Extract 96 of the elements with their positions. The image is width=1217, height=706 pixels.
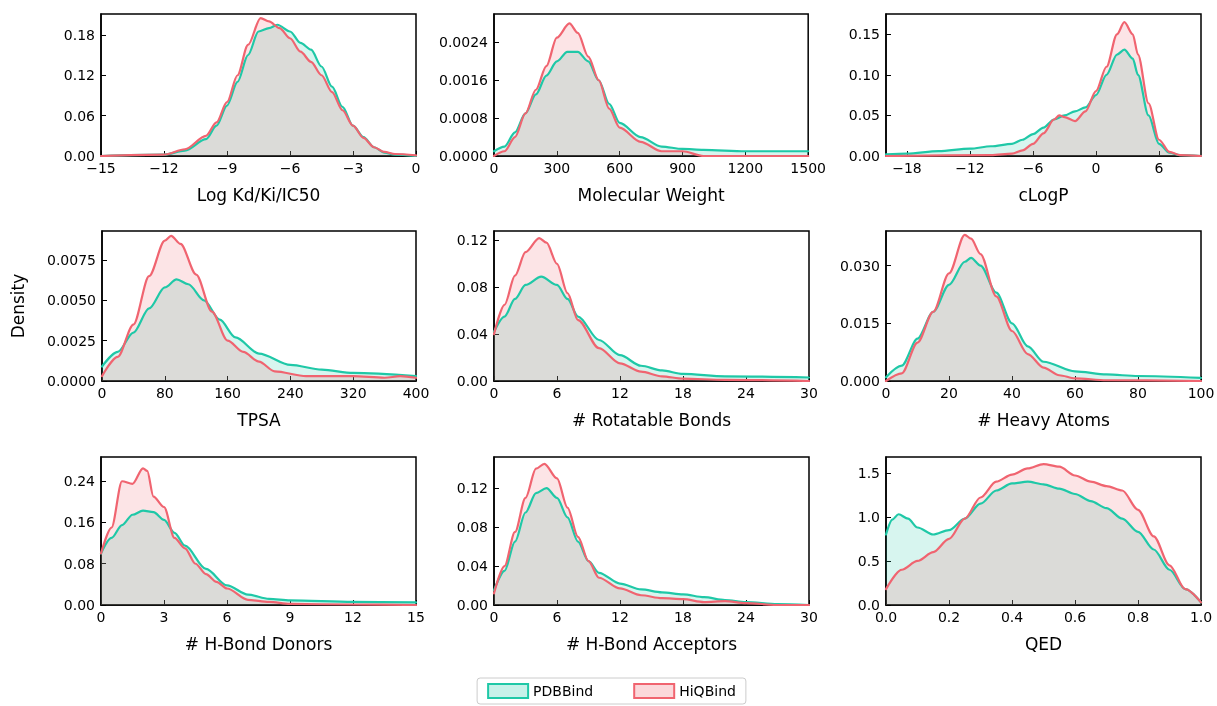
y-tick-label: 0.10 xyxy=(848,66,880,83)
x-tick-label: 12 xyxy=(344,609,362,625)
x-tick-label: 1200 xyxy=(727,160,764,176)
y-tick-label: 0.16 xyxy=(63,514,96,531)
x-tick-label: 80 xyxy=(1129,385,1147,401)
x-tick-label: 18 xyxy=(674,609,692,625)
legend-label: PDBBind xyxy=(533,683,594,699)
y-tick-label: 0.0025 xyxy=(47,332,96,349)
x-tick-label: 80 xyxy=(155,385,174,401)
y-tick-label: 0.0024 xyxy=(439,34,489,51)
x-axis-title: QED xyxy=(1024,633,1063,654)
y-tick-label: 1.5 xyxy=(857,464,880,481)
x-tick-label: 240 xyxy=(277,385,304,401)
x-axis-title: # Rotatable Bonds xyxy=(571,409,732,430)
x-tick-label: 0.8 xyxy=(1126,609,1150,625)
x-axis-title: Log Kd/Ki/IC50 xyxy=(196,184,321,205)
x-tick-label: −12 xyxy=(149,160,179,176)
x-tick-label: 20 xyxy=(940,385,958,401)
x-axis-title: # Heavy Atoms xyxy=(977,409,1110,430)
y-tick-label: 0.030 xyxy=(839,257,880,274)
y-tick-label: 0.08 xyxy=(456,519,488,536)
x-tick-label: 40 xyxy=(1003,385,1021,401)
y-tick-label: 0.12 xyxy=(63,67,95,84)
x-tick-label: 0 xyxy=(881,385,891,401)
y-tick-label: 0.04 xyxy=(456,326,489,343)
x-tick-label: 0.2 xyxy=(937,609,961,625)
x-tick-label: 0 xyxy=(97,385,107,401)
x-tick-label: 12 xyxy=(611,609,629,625)
x-tick-label: 400 xyxy=(402,385,430,401)
x-tick-label: 18 xyxy=(674,385,692,401)
x-tick-label: −3 xyxy=(342,160,364,176)
x-axis-title: # H-Bond Donors xyxy=(184,633,333,654)
x-tick-label: 0 xyxy=(489,385,499,401)
y-tick-label: 0.15 xyxy=(848,26,880,43)
y-tick-label: 0.00 xyxy=(63,597,95,613)
x-tick-label: 9 xyxy=(285,609,295,625)
x-tick-label: −18 xyxy=(892,160,922,176)
x-tick-label: −12 xyxy=(955,160,985,176)
y-tick-label: 0.06 xyxy=(63,107,96,124)
x-tick-label: 6 xyxy=(552,385,562,401)
x-tick-label: 0 xyxy=(96,609,106,625)
x-tick-label: 3 xyxy=(159,609,169,625)
x-tick-label: 12 xyxy=(611,385,629,401)
x-tick-label: 100 xyxy=(1187,385,1215,401)
x-tick-label: 320 xyxy=(339,385,367,401)
y-tick-label: 0.00 xyxy=(848,148,880,164)
x-tick-label: 6 xyxy=(1154,160,1164,176)
y-tick-label: 0.0008 xyxy=(439,110,488,127)
y-tick-label: 0.0075 xyxy=(47,252,96,269)
x-tick-label: 30 xyxy=(800,609,818,625)
y-tick-label: 0.0000 xyxy=(47,373,96,389)
y-tick-label: 0.12 xyxy=(456,232,488,249)
x-tick-label: 30 xyxy=(800,385,818,401)
y-tick-label: 0.00 xyxy=(456,597,488,613)
y-tick-label: 0.0000 xyxy=(439,148,488,164)
x-tick-label: 6 xyxy=(222,609,232,625)
y-tick-label: 0.08 xyxy=(63,555,95,572)
x-tick-label: −6 xyxy=(279,160,301,176)
y-tick-label: 0.00 xyxy=(456,373,488,389)
x-axis-title: cLogP xyxy=(1018,184,1069,205)
y-tick-label: 0.5 xyxy=(857,552,880,569)
x-tick-label: −9 xyxy=(216,160,238,176)
x-tick-label: 0 xyxy=(489,160,499,176)
x-tick-label: 1500 xyxy=(790,160,827,176)
y-tick-label: 0.0016 xyxy=(439,72,489,89)
x-tick-label: 900 xyxy=(669,160,696,176)
x-tick-label: 0.4 xyxy=(1000,609,1024,625)
x-tick-label: 0 xyxy=(1091,160,1101,176)
x-tick-label: −6 xyxy=(1022,160,1044,176)
x-axis-title: Molecular Weight xyxy=(577,184,725,205)
x-axis-title: # H-Bond Acceptors xyxy=(565,633,738,654)
x-tick-label: 60 xyxy=(1066,385,1084,401)
y-tick-label: 0.000 xyxy=(839,373,880,389)
legend-label: HiQBind xyxy=(679,683,736,699)
x-tick-label: 1.0 xyxy=(1189,609,1213,625)
y-tick-label: 0.12 xyxy=(456,480,488,497)
y-tick-label: 0.18 xyxy=(63,26,95,43)
x-tick-label: 160 xyxy=(214,385,241,401)
x-tick-label: 6 xyxy=(552,609,562,625)
y-tick-label: 0.04 xyxy=(456,558,489,575)
x-tick-label: 24 xyxy=(737,385,755,401)
y-tick-label: 0.08 xyxy=(456,279,488,296)
x-tick-label: 0 xyxy=(489,609,499,625)
y-tick-label: 1.0 xyxy=(857,508,880,525)
x-tick-label: 0.6 xyxy=(1063,609,1087,625)
x-tick-label: 24 xyxy=(737,609,755,625)
x-tick-label: 300 xyxy=(543,160,571,176)
x-tick-label: 600 xyxy=(606,160,634,176)
y-tick-label: 0.05 xyxy=(848,107,880,124)
x-axis-title: TPSA xyxy=(236,409,282,430)
y-tick-label: 0.24 xyxy=(63,473,96,490)
y-tick-label: 0.0050 xyxy=(47,292,96,309)
x-tick-label: 0 xyxy=(411,160,421,176)
x-tick-label: 15 xyxy=(407,609,425,625)
y-axis-title: Density xyxy=(7,273,28,339)
y-tick-label: 0.015 xyxy=(839,315,880,332)
